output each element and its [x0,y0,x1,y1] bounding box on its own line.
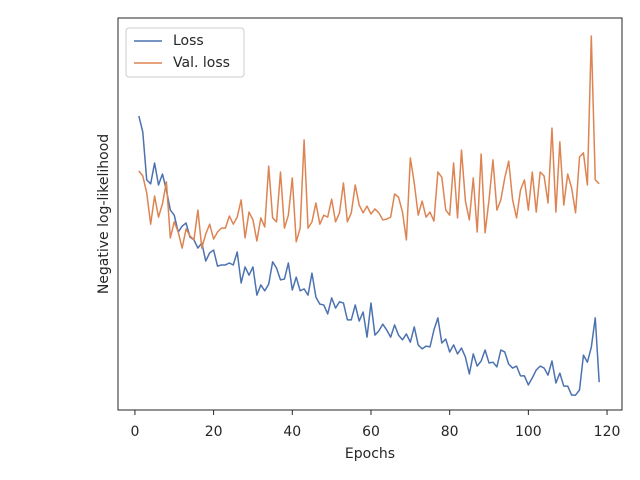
line-series [138,115,600,396]
x-tick-label: 20 [205,424,223,440]
x-tick-label: 80 [441,424,459,440]
x-axis-label: Epochs [345,446,395,462]
x-tick-label: 60 [362,424,380,440]
x-tick-label: 100 [515,424,542,440]
x-tick-label: 0 [130,424,139,440]
x-tick-label: 40 [283,424,301,440]
y-axis-label: Negative log-likelihood [96,134,112,294]
line-series [138,35,600,249]
legend-label: Loss [173,33,204,49]
x-tick-label: 120 [594,424,621,440]
legend-label: Val. loss [173,55,230,71]
plot-frame [117,17,623,411]
